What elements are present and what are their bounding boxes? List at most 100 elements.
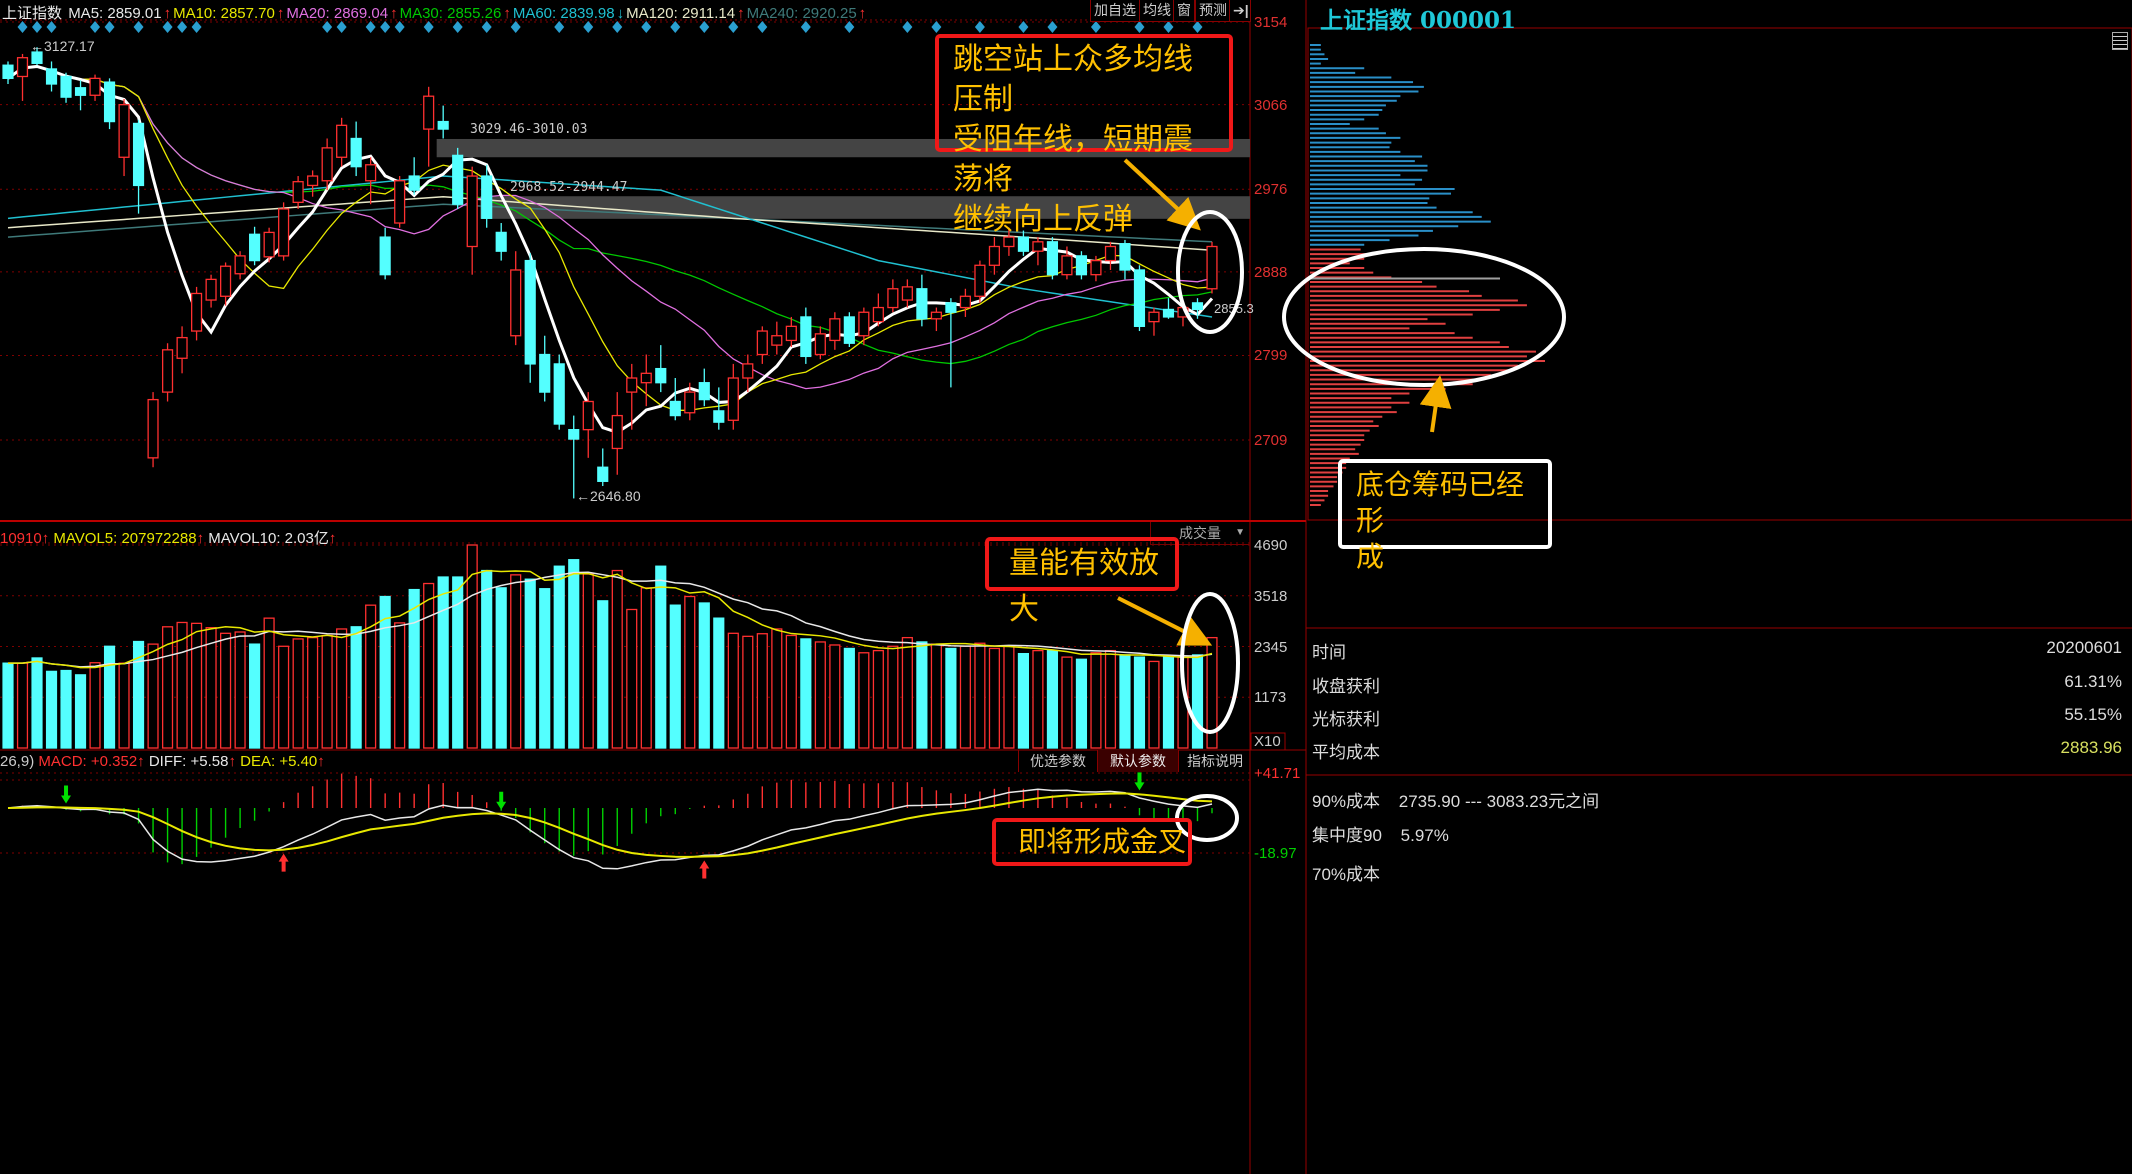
signal-diamond-icon [1047,21,1058,33]
volume-bar [974,642,986,749]
price-axis-label: 3154 [1254,14,1288,31]
ma-trend-arrow: ↑ [858,5,867,22]
resistance-line-2: 受阻年线，短期震荡将 [953,123,1193,196]
candle-body [988,245,1000,266]
concentration-label: 集中度90 [1312,826,1382,845]
chips-annotation: 底仓筹码已经形 成 [1338,459,1552,572]
volume-bar [1075,658,1088,749]
candle-body [2,64,14,80]
ma120-line [7,195,1213,252]
volume-bar [132,640,145,749]
candle-body [568,429,580,440]
volume-bar [1191,654,1204,749]
macd-annotation: 即将形成金叉 [992,818,1192,866]
ma-trend-arrow: ↓ [616,5,625,22]
candle-body [1017,236,1030,252]
candle [190,286,203,341]
signal-diamond-icon [510,21,521,33]
volume-bar [655,565,667,749]
candle [1104,241,1117,270]
signal-diamond-icon [104,21,115,33]
candle-body [858,311,870,337]
death-cross-down-arrow-icon [1134,772,1145,791]
volume-bar [2,662,14,749]
volume-bar [103,645,116,749]
signal-diamond-icon [17,21,28,33]
volume-unit-box [1250,732,1286,751]
add-watchlist-button[interactable]: 加自选 [1090,0,1140,22]
candle-body [626,377,638,393]
candle [60,72,72,103]
candle [263,227,275,263]
volume-bar [379,595,391,749]
candle-body [1162,308,1175,318]
tab-indicator-help[interactable]: 指标说明 [1178,750,1251,772]
ma-legend-item: MA5: 2859.01 [68,5,162,22]
price-axis-label: 2799 [1254,347,1288,365]
candle [771,321,783,355]
diff-arrow: ↑ [228,753,236,770]
volume-bar [713,617,725,749]
candle-body [437,120,449,130]
candle-body [959,295,971,309]
candle-body [292,181,304,204]
macd-params: 26,9) [0,753,35,770]
volume-bar [597,600,609,749]
macd-arrow: ↑ [137,753,145,770]
ma-legend-item: MA60: 2839.98 [512,5,615,22]
chip-settings-icon[interactable] [2112,32,2128,50]
volume-bar [45,670,58,749]
volume-axis-label: 2345 [1254,638,1288,656]
candle [539,335,551,402]
volume-bar [60,669,72,749]
tab-optimized-params[interactable]: 优选参数 [1018,750,1097,772]
tab-default-params[interactable]: 默认参数 [1097,750,1178,772]
signal-diamond-icon [641,21,652,33]
candle [394,176,406,228]
volume-bar [336,628,348,749]
candle [103,78,116,130]
candle-body [1119,243,1131,271]
candle-body [147,398,159,459]
collapse-icon[interactable]: ➔| [1229,0,1251,22]
volume-bar [684,595,696,749]
cost70-label: 70%成本 [1312,865,1381,884]
candle-body [945,302,957,313]
forecast-button[interactable]: 预测 [1195,0,1231,22]
candle-body [423,95,435,130]
candle [553,354,565,430]
candle [147,392,159,468]
golden-cross-up-arrow-icon [278,853,289,872]
candle-body [31,51,43,64]
candle [423,86,435,167]
candle-body [510,269,522,337]
volume-bar [161,626,174,749]
gap2-label: 2968.52-2944.47 [510,180,627,195]
candle-body [1206,245,1218,290]
volume-bar [568,559,580,749]
signal-diamond-icon [1134,21,1145,33]
candle-body [771,335,783,346]
candle-body [1133,269,1146,327]
price-axis-label: 3066 [1254,96,1288,114]
candle-body [1191,302,1204,311]
signal-diamond-icon [452,21,463,33]
signal-diamond-icon [844,21,855,33]
volume-bar [553,565,565,749]
index-name: 上证指数 [2,5,63,22]
candle [858,307,870,346]
resistance-arrow [1123,158,1201,231]
candle [785,316,797,348]
ma-lines-button[interactable]: 均线 [1139,0,1175,22]
candle-body [205,278,217,301]
candle [1003,227,1015,256]
candle [959,288,971,317]
volume-bar [466,544,478,749]
price-gap-zone [436,138,1250,158]
info-row: 收盘获利 61.31% [1312,672,2122,697]
candle-body [843,316,855,344]
indicator-selector[interactable]: 成交量 ▼ [1150,522,1249,545]
volume-bar [74,674,87,749]
window-button[interactable]: 窗 [1173,0,1195,22]
